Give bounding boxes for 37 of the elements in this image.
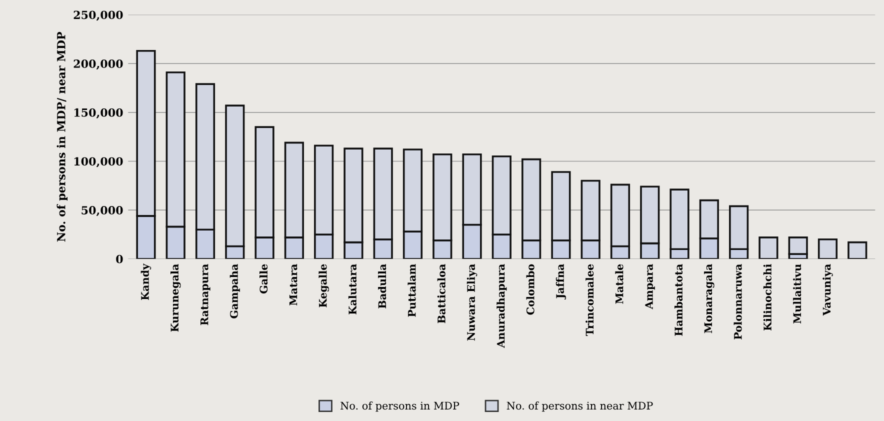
y-tick-label: 50,000 <box>82 206 123 216</box>
x-tick-label: Kegalle <box>318 264 329 308</box>
bar <box>788 236 808 255</box>
x-tick-label: Ampara <box>645 264 655 310</box>
x-tick-label: Puttalam <box>408 264 416 317</box>
bar <box>758 236 778 259</box>
x-tick-label: Ratnapura <box>200 264 210 326</box>
bar <box>848 241 868 259</box>
x-tick-label: Mullaitivu <box>793 264 802 324</box>
x-tick-label: Hambantota <box>674 264 683 336</box>
x-tick-label: Kilinochchi <box>763 264 772 331</box>
y-axis-title: No. of persons in MDP/ near MDP <box>56 32 68 242</box>
y-tick-label: 150,000 <box>74 108 123 118</box>
x-tick-label: Kalutara <box>348 264 356 314</box>
legend-label: No. of persons in near MDP <box>506 402 653 412</box>
x-tick-label: Badulla <box>378 264 386 308</box>
x-tick-label: Batticaloa <box>437 264 446 324</box>
x-tick-label: Gampaha <box>230 264 240 318</box>
x-tick-label: Kurunegala <box>170 264 181 332</box>
y-tick-label: 250,000 <box>74 10 123 21</box>
x-tick-label: Kandy <box>140 264 152 300</box>
x-tick-label: Matara <box>289 264 298 306</box>
x-tick-label: Polonnaruwa <box>734 264 742 340</box>
x-tick-label: Colombo <box>526 264 534 315</box>
x-tick-label: Vavuniya <box>822 264 833 316</box>
y-tick-label: 100,000 <box>74 157 123 168</box>
x-tick-label: Jaffna <box>556 264 566 300</box>
bar <box>818 238 838 259</box>
legend-label: No. of persons in MDP <box>340 402 460 412</box>
x-tick-label: Trincomalee <box>586 264 594 336</box>
y-tick-label: 200,000 <box>74 60 123 70</box>
x-tick-label: Anuradhapura <box>496 264 507 348</box>
x-tick-label: Matale <box>615 264 624 304</box>
y-tick-label: 0 <box>116 254 123 264</box>
x-tick-label: Nuwara Eliya <box>466 264 478 341</box>
x-tick-label: Monaragala <box>704 264 714 334</box>
x-tick-label: Galle <box>259 264 268 294</box>
